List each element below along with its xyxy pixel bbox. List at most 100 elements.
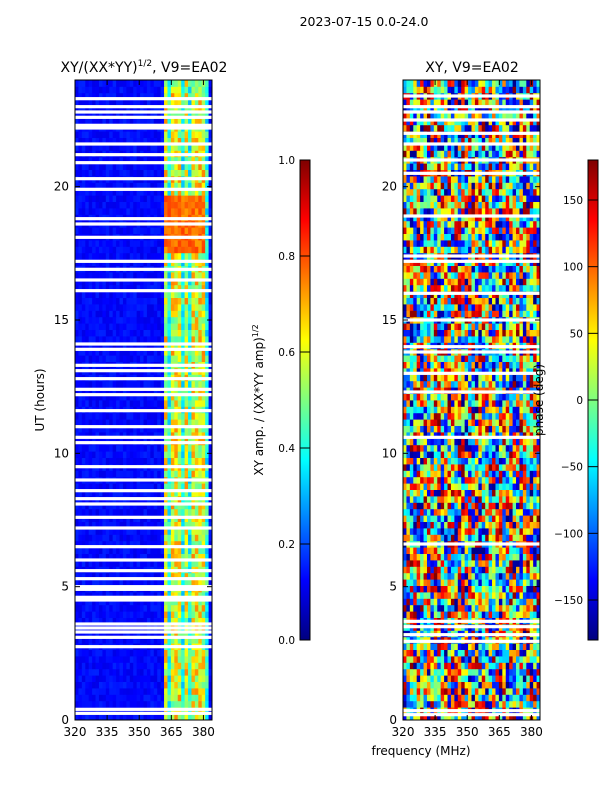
heatmap-cell: [519, 598, 524, 606]
heatmap-cell: [454, 694, 459, 702]
heatmap-cell: [464, 662, 469, 670]
flagged-row: [75, 585, 212, 589]
heatmap-cell: [153, 323, 158, 330]
heatmap-cell: [129, 252, 134, 260]
heatmap-cell: [184, 419, 189, 426]
heatmap-cell: [208, 502, 213, 510]
heatmap-cell: [122, 572, 127, 580]
heatmap-cell: [170, 342, 175, 350]
heatmap-cell: [78, 451, 83, 458]
heatmap-cell: [105, 393, 110, 401]
heatmap-cell: [181, 246, 185, 254]
heatmap-cell: [164, 636, 168, 644]
heatmap-cell: [184, 195, 189, 202]
heatmap-cell: [177, 649, 182, 657]
heatmap-cell: [136, 656, 141, 663]
heatmap-cell: [444, 694, 448, 702]
heatmap-cell: [98, 188, 103, 196]
heatmap-cell: [157, 579, 162, 586]
heatmap-cell: [157, 323, 162, 330]
heatmap-cell: [95, 419, 100, 426]
heatmap-cell: [526, 656, 531, 663]
heatmap-cell: [170, 553, 175, 561]
heatmap-cell: [105, 598, 110, 606]
heatmap-cell: [88, 112, 93, 119]
heatmap-cell: [153, 393, 158, 401]
heatmap-cell: [533, 592, 537, 599]
heatmap-cell: [533, 688, 537, 695]
flagged-row: [75, 635, 212, 639]
heatmap-cell: [208, 112, 213, 119]
heatmap-cell: [92, 144, 96, 151]
heatmap-cell: [105, 310, 110, 318]
heatmap-cell: [153, 675, 158, 682]
heatmap-cell: [516, 675, 520, 682]
heatmap-cell: [143, 604, 148, 612]
heatmap-cell: [105, 521, 110, 529]
heatmap-cell: [153, 688, 158, 695]
heatmap-cell: [112, 502, 117, 510]
heatmap-cell: [92, 131, 96, 138]
heatmap-cell: [177, 227, 182, 234]
heatmap-cell: [153, 489, 158, 497]
heatmap-cell: [81, 99, 86, 106]
heatmap-cell: [177, 272, 182, 279]
heatmap-cell: [201, 246, 206, 254]
heatmap-cell: [143, 713, 148, 721]
heatmap-cell: [529, 662, 534, 670]
heatmap-cell: [485, 592, 490, 599]
heatmap-cell: [208, 355, 213, 362]
heatmap-cell: [95, 380, 100, 388]
heatmap-cell: [95, 323, 100, 330]
heatmap-cell: [184, 342, 189, 350]
heatmap-cell: [122, 528, 127, 535]
heatmap-cell: [184, 444, 189, 452]
heatmap-cell: [526, 675, 531, 682]
heatmap-cell: [116, 393, 120, 401]
heatmap-cell: [133, 112, 138, 119]
heatmap-cell: [191, 92, 196, 100]
heatmap-cell: [143, 131, 148, 138]
heatmap-cell: [181, 425, 185, 433]
heatmap-cell: [105, 470, 110, 478]
heatmap-cell: [109, 412, 114, 420]
heatmap-cell: [198, 393, 203, 401]
heatmap-cell: [143, 252, 148, 260]
heatmap-cell: [153, 668, 158, 676]
heatmap-cell: [198, 99, 203, 106]
heatmap-cell: [177, 252, 182, 260]
heatmap-cell: [502, 700, 507, 708]
heatmap-cell: [457, 598, 462, 606]
heatmap-cell: [98, 169, 103, 177]
heatmap-cell: [102, 713, 107, 721]
heatmap-cell: [181, 489, 185, 497]
heatmap-cell: [146, 598, 151, 606]
heatmap-cell: [140, 521, 144, 529]
heatmap-cell: [143, 662, 148, 670]
heatmap-cell: [174, 630, 179, 638]
heatmap-cell: [122, 649, 127, 657]
heatmap-cell: [143, 553, 148, 561]
heatmap-cell: [119, 489, 124, 497]
heatmap-cell: [406, 681, 411, 689]
heatmap-cell: [426, 713, 431, 721]
heatmap-cell: [116, 272, 120, 279]
heatmap-cell: [177, 118, 182, 126]
heatmap-cell: [136, 611, 141, 618]
heatmap-cell: [167, 611, 172, 618]
heatmap-cell: [136, 547, 141, 554]
heatmap-cell: [98, 681, 103, 689]
heatmap-cell: [160, 246, 165, 254]
heatmap-cell: [188, 611, 192, 618]
heatmap-cell: [112, 451, 117, 458]
heatmap-cell: [88, 195, 93, 202]
heatmap-cell: [208, 310, 213, 318]
heatmap-cell: [112, 521, 117, 529]
heatmap-cell: [119, 310, 124, 318]
heatmap-cell: [75, 169, 79, 177]
heatmap-cell: [109, 470, 114, 478]
heatmap-cell: [81, 572, 86, 580]
heatmap-cell: [153, 630, 158, 638]
heatmap-cell: [170, 323, 175, 330]
heatmap-cell: [146, 528, 151, 535]
